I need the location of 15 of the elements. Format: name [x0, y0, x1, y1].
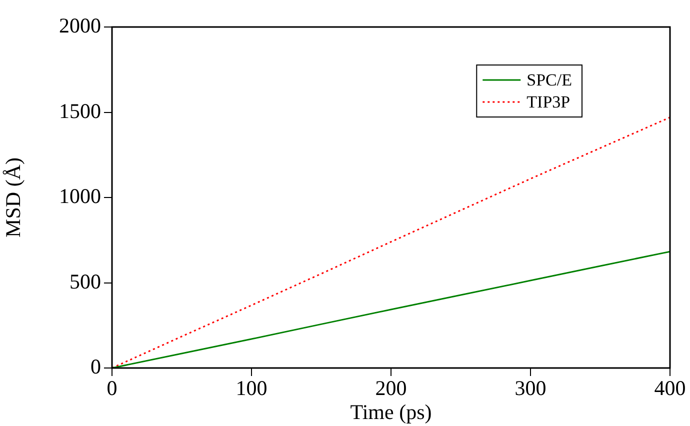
y-tick-label: 1000 [59, 184, 101, 208]
x-axis-title: Time (ps) [350, 400, 432, 424]
y-tick-label: 500 [70, 269, 101, 294]
x-tick-label: 200 [375, 376, 407, 400]
x-tick-label: 300 [514, 376, 546, 400]
legend-label: SPC/E [526, 70, 572, 90]
x-tick-label: 100 [236, 376, 268, 400]
y-tick-label: 2000 [59, 14, 101, 38]
y-tick-label: 1500 [59, 98, 101, 123]
y-tick-label: 0 [90, 354, 101, 379]
legend-label: TIP3P [526, 92, 570, 112]
x-tick-label: 0 [106, 376, 118, 400]
line-series [112, 116, 670, 368]
x-tick-label: 400 [654, 376, 686, 400]
y-axis-title: MSD (Å) [1, 158, 26, 238]
